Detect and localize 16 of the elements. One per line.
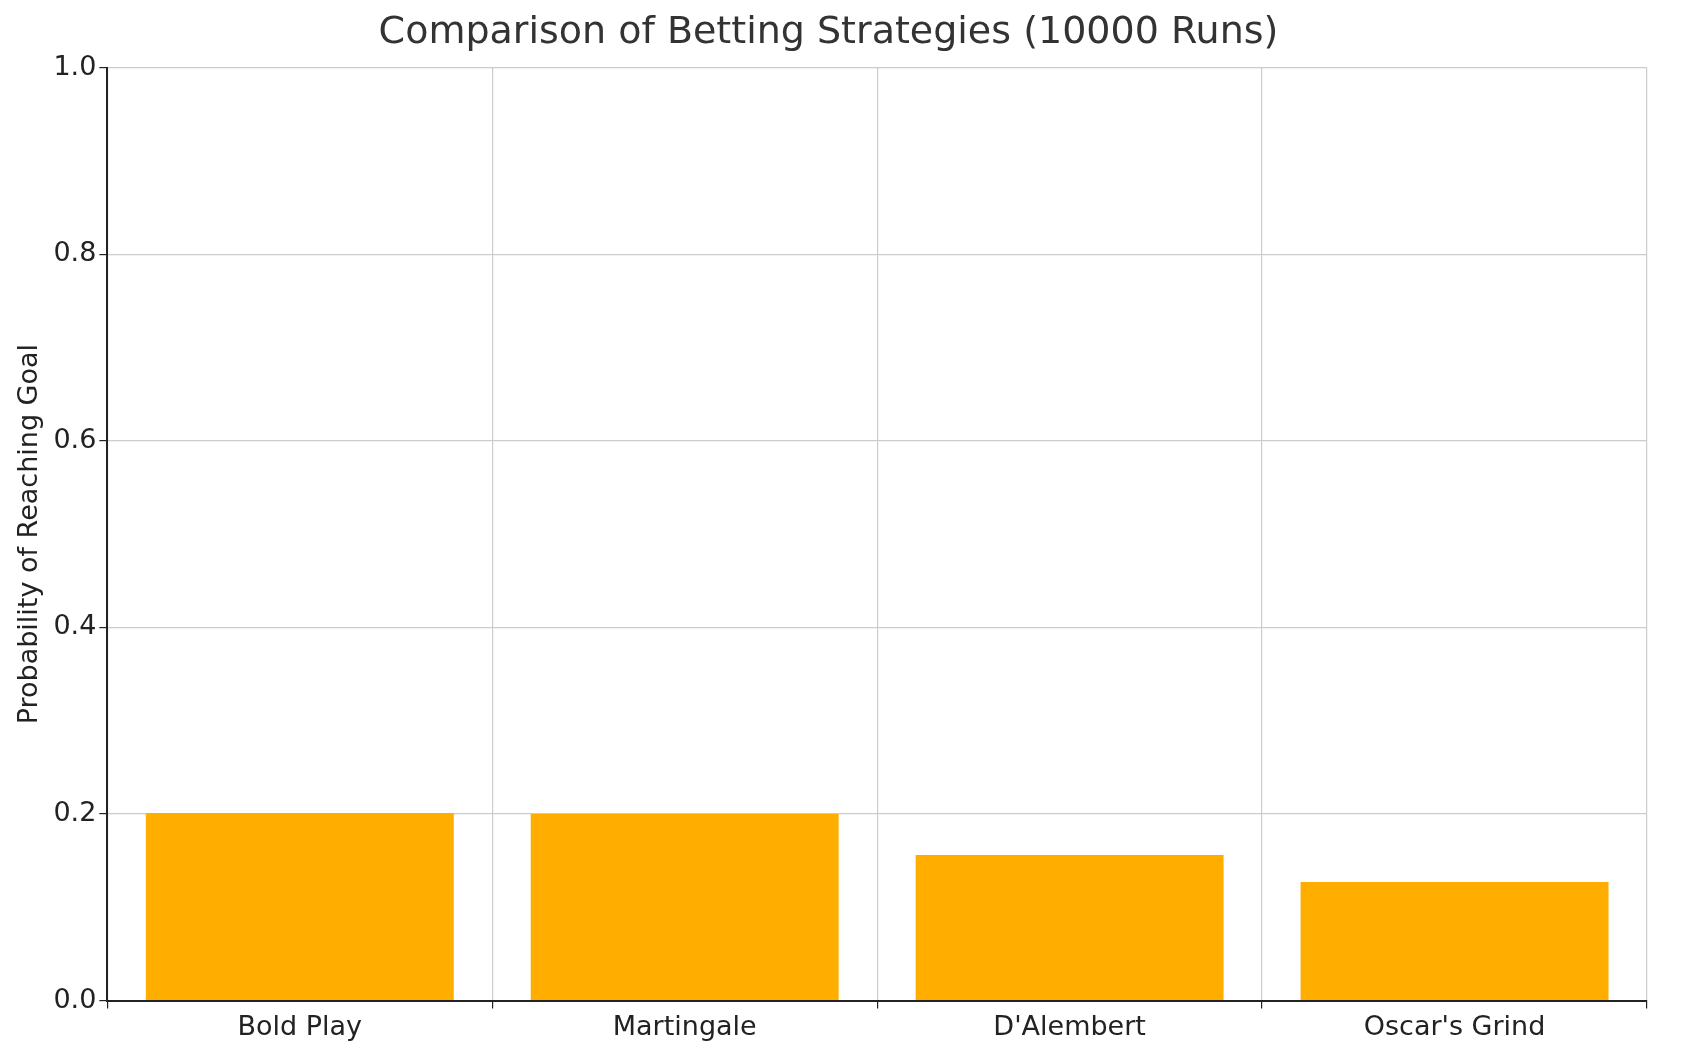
y-tick-label: 0.0 xyxy=(53,982,97,1014)
bar xyxy=(145,813,454,1000)
y-tick-label: 0.6 xyxy=(53,422,97,454)
bar xyxy=(1300,882,1609,1000)
y-tick-label: 1.0 xyxy=(53,49,97,81)
y-tick-label: 0.4 xyxy=(53,609,97,641)
chart-title: Comparison of Betting Strategies (10000 Runs) xyxy=(378,7,1279,52)
x-tick-label: Bold Play xyxy=(237,1009,363,1041)
y-axis-title: Probability of Reaching Goal xyxy=(12,343,44,725)
y-tick-label: 0.8 xyxy=(53,236,97,268)
x-tick-label: D'Alembert xyxy=(993,1009,1146,1041)
x-tick-label: Oscar's Grind xyxy=(1363,1009,1546,1041)
bar xyxy=(915,855,1224,1000)
x-tick-label: Martingale xyxy=(612,1009,757,1041)
y-tick-label: 0.2 xyxy=(53,796,97,828)
bar xyxy=(530,814,839,1000)
